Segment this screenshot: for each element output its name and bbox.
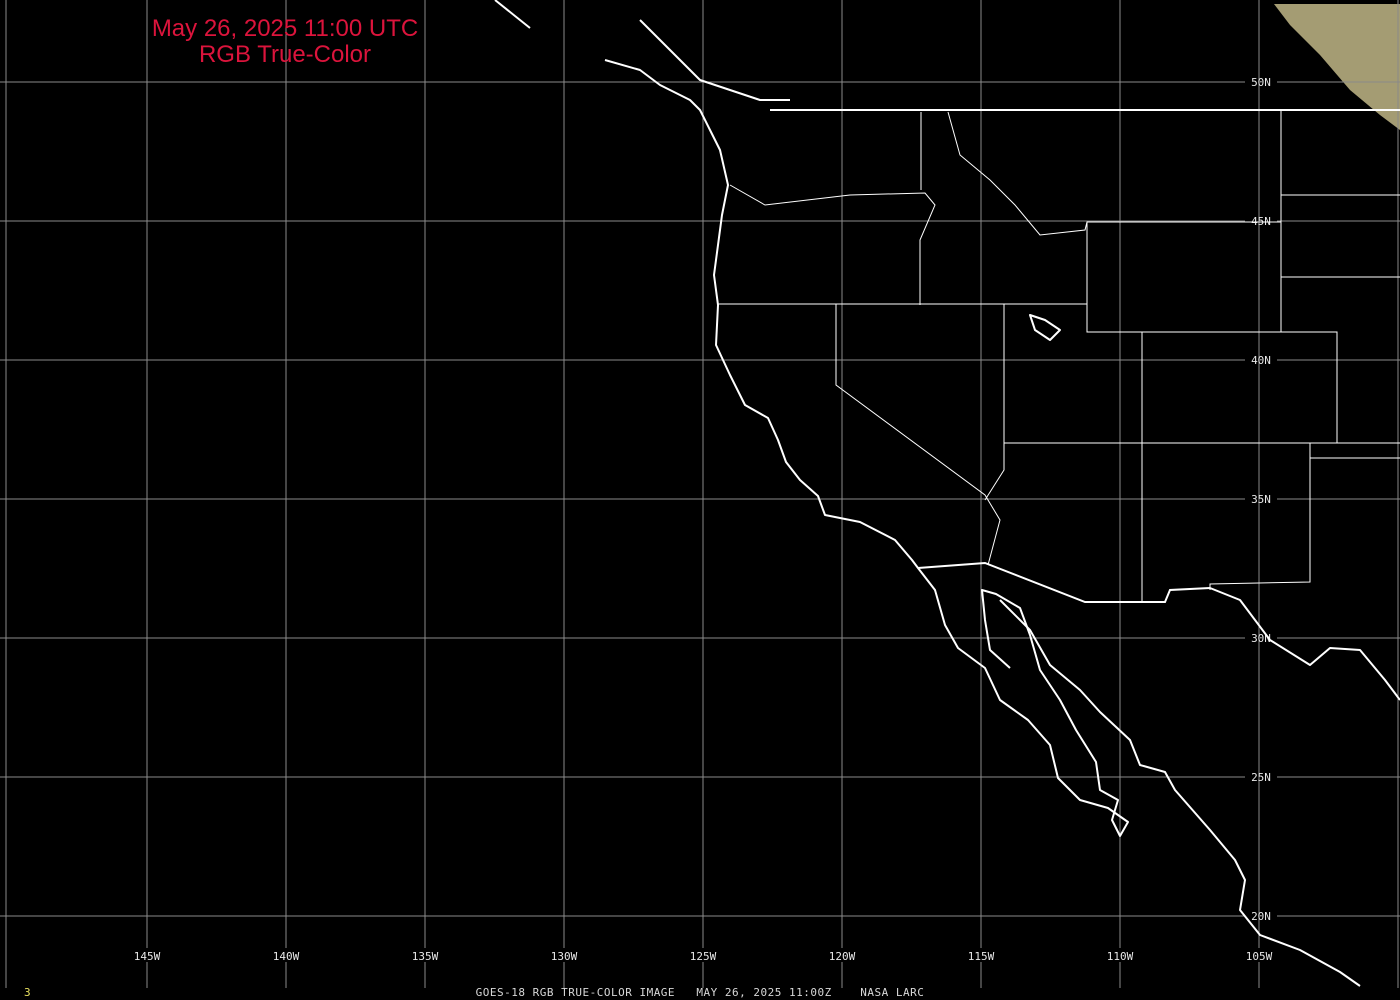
political-borders xyxy=(718,109,1400,603)
lat-label: 25N xyxy=(1251,771,1271,784)
lat-label: 35N xyxy=(1251,493,1271,506)
lat-label: 20N xyxy=(1251,910,1271,923)
daylight-imagery xyxy=(1274,4,1400,130)
frame-number: 3 xyxy=(24,986,31,999)
lat-label: 50N xyxy=(1251,76,1271,89)
lon-label: 120W xyxy=(829,950,856,963)
map-title: May 26, 2025 11:00 UTC xyxy=(151,15,419,42)
lon-label: 125W xyxy=(690,950,717,963)
image-caption: GOES-18 RGB TRUE-COLOR IMAGE MAY 26, 202… xyxy=(475,986,925,999)
coastlines xyxy=(494,0,1400,987)
lat-label: 40N xyxy=(1251,354,1271,367)
lon-label: 140W xyxy=(273,950,300,963)
lon-label: 130W xyxy=(551,950,578,963)
lon-label: 110W xyxy=(1107,950,1134,963)
lon-label: 135W xyxy=(412,950,439,963)
lon-label: 105W xyxy=(1246,950,1273,963)
lon-label: 145W xyxy=(134,950,161,963)
map-subtitle: RGB True-Color xyxy=(198,41,372,68)
lon-label: 115W xyxy=(968,950,995,963)
